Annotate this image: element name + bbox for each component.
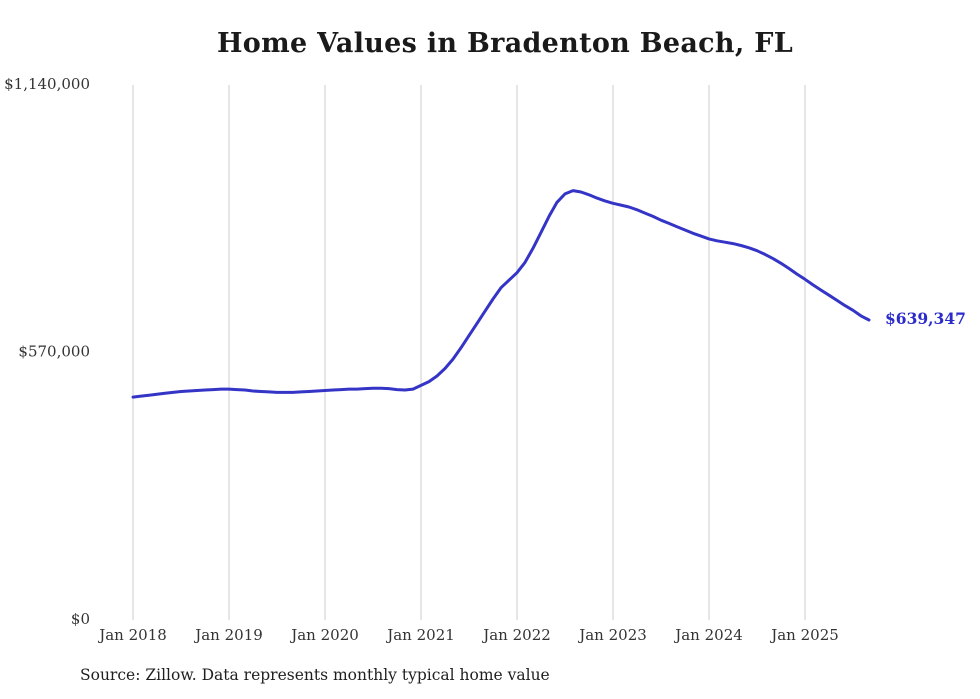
x-axis-tick-label: Jan 2020	[289, 626, 359, 644]
chart-title: Home Values in Bradenton Beach, FL	[216, 28, 794, 59]
current-value-label: $639,347	[885, 309, 966, 328]
x-axis-tick-label: Jan 2021	[385, 626, 455, 644]
x-axis-tick-label: Jan 2025	[769, 626, 839, 644]
x-axis-tick-label: Jan 2018	[97, 626, 167, 644]
x-axis-tick-label: Jan 2022	[481, 626, 551, 644]
y-axis-tick-label: $0	[71, 610, 90, 628]
x-axis-tick-label: Jan 2019	[193, 626, 263, 644]
y-axis-tick-label: $1,140,000	[4, 75, 90, 93]
x-axis-tick-label: Jan 2023	[577, 626, 647, 644]
value-line	[131, 189, 871, 399]
source-note: Source: Zillow. Data represents monthly …	[80, 666, 550, 684]
y-axis-tick-label: $570,000	[18, 343, 90, 361]
x-axis-tick-label: Jan 2024	[673, 626, 743, 644]
